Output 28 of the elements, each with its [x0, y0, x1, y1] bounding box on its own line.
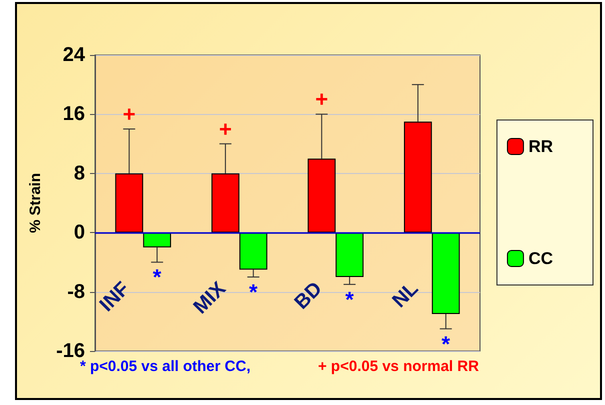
- data-label: *: [249, 280, 258, 304]
- x-tick-label: BD: [290, 278, 326, 314]
- y-tick-label: 0: [74, 222, 85, 244]
- data-label: +: [315, 86, 328, 112]
- data-label: *: [152, 264, 162, 290]
- data-label: *: [345, 286, 354, 312]
- text: + p<0.05 vs normal RR: [318, 358, 480, 375]
- y-tick-label: 8: [74, 162, 85, 184]
- x-tick-label: NL: [388, 278, 423, 312]
- bar: [404, 122, 432, 233]
- y-tick-label: -8: [67, 280, 85, 303]
- data-label: +: [218, 116, 232, 142]
- x-tick-label: MIX: [190, 277, 231, 318]
- legend-label: CC: [528, 249, 554, 268]
- legend-label: RR: [528, 137, 554, 156]
- y-axis-title: % Strain: [27, 172, 44, 234]
- x-tick-label: INF: [96, 278, 134, 316]
- y-tick-label: 24: [62, 44, 86, 66]
- data-label: *: [442, 331, 451, 356]
- bar: [143, 232, 172, 248]
- bar: [432, 232, 460, 314]
- y-tick-label: 16: [62, 103, 85, 126]
- data-label: +: [122, 102, 136, 126]
- bar: [211, 173, 240, 233]
- bar: [239, 232, 268, 270]
- bar: [115, 173, 144, 233]
- bar: [336, 232, 364, 277]
- bar: [308, 158, 336, 233]
